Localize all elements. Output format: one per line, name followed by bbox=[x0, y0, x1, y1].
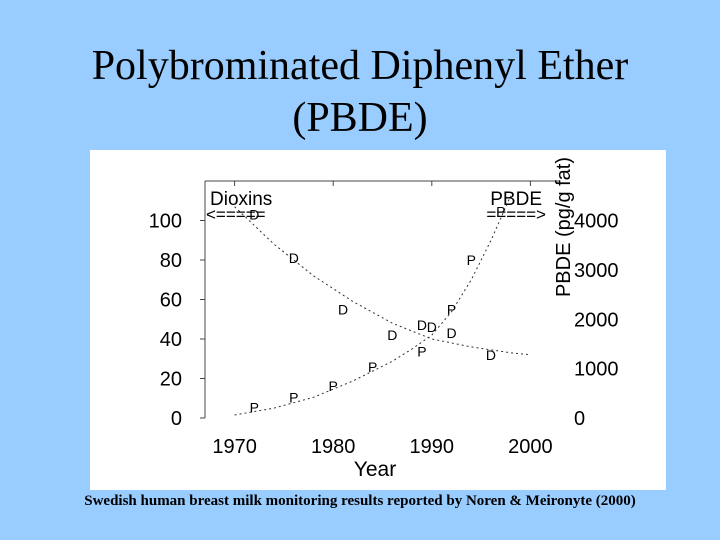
left-y-tick-label: 100 bbox=[149, 211, 182, 233]
data-point-dioxins: D bbox=[446, 325, 456, 341]
trend-line-pbde bbox=[234, 195, 512, 416]
left-y-tick-label: 20 bbox=[160, 369, 182, 391]
title-line-2: (PBDE) bbox=[292, 95, 428, 141]
left-y-tick-label: 60 bbox=[160, 290, 182, 312]
left-y-tick-label: 0 bbox=[171, 408, 182, 430]
legend-pbde-arrow: =====> bbox=[486, 205, 546, 224]
x-tick-label: 2000 bbox=[508, 436, 552, 458]
right-y-tick-label: 4000 bbox=[574, 211, 619, 233]
right-y-axis-label: PBDE (pg/g fat) bbox=[553, 157, 575, 297]
data-point-dioxins: D bbox=[427, 319, 437, 335]
data-point-dioxins: D bbox=[289, 250, 299, 266]
data-point-pbde: P bbox=[417, 343, 426, 359]
right-y-tick-label: 3000 bbox=[574, 260, 619, 282]
data-point-pbde: P bbox=[496, 204, 505, 220]
data-point-dioxins: D bbox=[387, 327, 397, 343]
data-point-pbde: P bbox=[368, 359, 377, 375]
x-axis-label: Year bbox=[354, 458, 396, 481]
title-line-1: Polybrominated Diphenyl Ether bbox=[91, 43, 629, 89]
right-y-tick-label: 2000 bbox=[574, 309, 619, 331]
data-point-pbde: P bbox=[447, 301, 456, 317]
x-tick-label: 1980 bbox=[311, 436, 356, 458]
legend-dioxins-label: Dioxins bbox=[210, 189, 272, 210]
chart-panel: 0 20 40 60 80 100 0 1000 2000 3000 4000 1970 1980 199… bbox=[90, 150, 666, 490]
data-point-pbde: P bbox=[329, 378, 338, 394]
right-y-tick-label: 1000 bbox=[574, 359, 619, 381]
legend-dioxins-arrow: <===== bbox=[206, 205, 266, 224]
data-point-dioxins: D bbox=[249, 207, 259, 223]
data-point-pbde: P bbox=[467, 252, 476, 268]
data-point-pbde: P bbox=[289, 389, 298, 405]
data-point-pbde: P bbox=[250, 400, 259, 416]
data-point-dioxins: D bbox=[486, 347, 496, 363]
data-point-dioxins: D bbox=[417, 317, 427, 333]
data-point-dioxins: D bbox=[338, 301, 348, 317]
left-y-tick-label: 40 bbox=[160, 329, 182, 351]
slide-title: Polybrominated Diphenyl Ether (PBDE) bbox=[0, 40, 720, 144]
trend-line-dioxins bbox=[234, 206, 531, 356]
x-tick-label: 1990 bbox=[410, 436, 455, 458]
left-y-tick-label: 80 bbox=[160, 250, 182, 272]
legend-pbde-label: PBDE bbox=[490, 189, 542, 210]
chart-caption: Swedish human breast milk monitoring res… bbox=[84, 493, 636, 509]
x-tick-label: 1970 bbox=[212, 436, 256, 458]
right-y-tick-label: 0 bbox=[574, 408, 585, 430]
